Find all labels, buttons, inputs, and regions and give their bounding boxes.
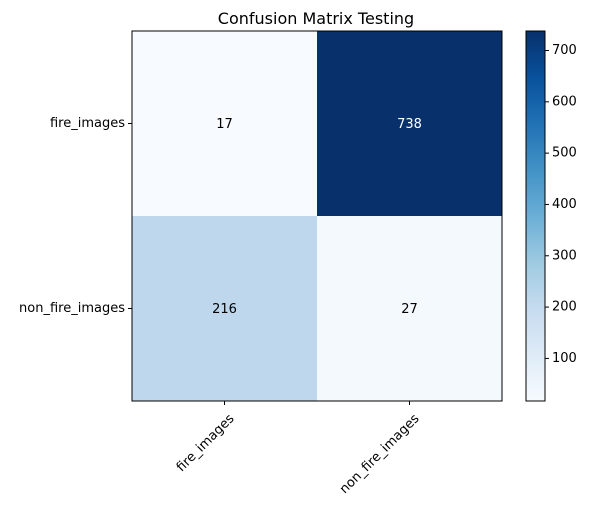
x-tick-label: non_fire_images — [337, 411, 423, 497]
colorbar-tick-label: 400 — [552, 197, 577, 212]
cell-value-1-1: 27 — [401, 302, 418, 317]
colorbar-tick-label: 500 — [552, 146, 577, 161]
heatmap-cell-0-0 — [132, 31, 317, 216]
y-tick-label: fire_images — [50, 116, 125, 131]
x-tick-label: fire_images — [174, 411, 238, 475]
cell-value-0-0: 17 — [216, 117, 233, 132]
colorbar-ticks: 100 200 300 400 500 600 700 — [545, 43, 577, 366]
heatmap-cell-1-0 — [132, 216, 317, 401]
heatmap-cells — [132, 31, 502, 401]
plot-frame — [131, 30, 503, 402]
cell-value-1-0: 216 — [212, 302, 237, 317]
colorbar-tick-label: 700 — [552, 43, 577, 58]
heatmap-cell-0-1 — [317, 31, 502, 216]
cell-value-labels: 17 738 216 27 — [212, 117, 422, 317]
colorbar — [525, 30, 546, 402]
heatmap-cell-1-1 — [317, 216, 502, 401]
cell-value-0-1: 738 — [397, 117, 422, 132]
y-axis-ticks: fire_images non_fire_images — [19, 116, 132, 316]
colorbar-tick-label: 600 — [552, 94, 577, 109]
y-tick-label: non_fire_images — [19, 301, 125, 316]
colorbar-tick-label: 200 — [552, 300, 577, 315]
colorbar-tick-label: 100 — [552, 351, 577, 366]
colorbar-tick-label: 300 — [552, 248, 577, 263]
chart-title: Confusion Matrix Testing — [218, 9, 414, 28]
x-axis-ticks: fire_images non_fire_images — [174, 401, 423, 497]
